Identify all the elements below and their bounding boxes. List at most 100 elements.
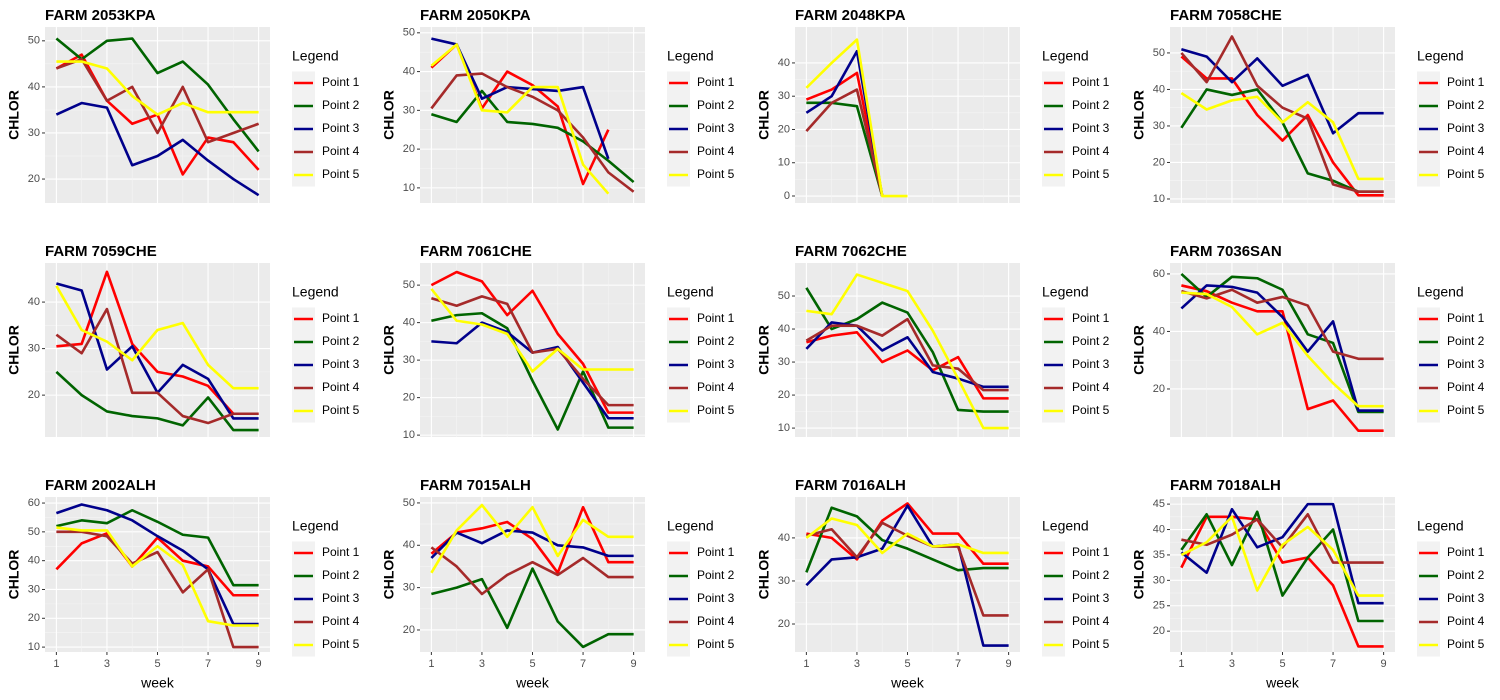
y-axis-label: CHLOR xyxy=(756,325,772,375)
y-axis-label: CHLOR xyxy=(1131,550,1147,600)
y-tick-label: 40 xyxy=(28,81,40,93)
y-tick-label: 35 xyxy=(1153,549,1165,561)
series-line xyxy=(805,506,1009,573)
panel-title: FARM 7058CHE xyxy=(1170,7,1282,24)
y-tick-label: 40 xyxy=(28,296,40,308)
panel-title: FARM 2002ALH xyxy=(45,477,156,494)
legend-label: Point 2 xyxy=(1447,334,1485,348)
y-tick-label: 30 xyxy=(778,356,790,368)
y-tick-label: 20 xyxy=(778,618,790,630)
y-tick-label: 50 xyxy=(28,526,40,538)
series-line xyxy=(805,504,1009,647)
legend-label: Point 2 xyxy=(322,568,360,582)
legend-title: Legend xyxy=(667,48,714,64)
y-tick-label: 40 xyxy=(28,555,40,567)
series-line xyxy=(1180,55,1384,197)
panel-title: FARM 7061CHE xyxy=(420,243,532,260)
legend-label: Point 3 xyxy=(322,357,360,371)
legend-label: Point 1 xyxy=(322,75,360,89)
y-tick-label: 50 xyxy=(403,279,415,291)
series-line xyxy=(430,72,635,193)
y-tick-label: 10 xyxy=(403,182,415,194)
series-line xyxy=(431,311,634,431)
y-axis-label: CHLOR xyxy=(381,90,397,140)
series-line xyxy=(1181,288,1384,361)
x-tick-label: 3 xyxy=(104,658,110,670)
panel-title: FARM 7016ALH xyxy=(795,477,906,494)
series-line xyxy=(806,273,1009,430)
legend-label: Point 3 xyxy=(697,591,735,605)
legend-title: Legend xyxy=(1042,48,1089,64)
panel-title: FARM 7036SAN xyxy=(1170,243,1282,260)
legend-label: Point 4 xyxy=(322,144,360,158)
legend-label: Point 2 xyxy=(697,568,735,582)
legend-label: Point 5 xyxy=(697,403,735,417)
legend-label: Point 5 xyxy=(322,167,360,181)
y-tick-label: 10 xyxy=(28,641,40,653)
y-axis-label: CHLOR xyxy=(1131,325,1147,375)
legend-label: Point 1 xyxy=(1447,75,1485,89)
y-tick-label: 30 xyxy=(28,583,40,595)
series-line xyxy=(806,521,1009,617)
y-tick-label: 10 xyxy=(403,429,415,441)
series-line xyxy=(805,517,1009,555)
series-line xyxy=(431,567,634,649)
legend-title: Legend xyxy=(292,518,339,534)
legend-label: Point 5 xyxy=(1447,637,1485,651)
x-tick-label: 1 xyxy=(428,658,434,670)
y-tick-label: 45 xyxy=(1153,498,1165,510)
legend-label: Point 4 xyxy=(1072,380,1110,394)
legend-label: Point 1 xyxy=(1447,545,1485,559)
legend-label: Point 3 xyxy=(1072,121,1110,135)
legend-label: Point 4 xyxy=(1447,614,1485,628)
y-tick-label: 20 xyxy=(403,624,415,636)
series-line xyxy=(805,317,1009,392)
y-tick-label: 20 xyxy=(28,389,40,401)
series-line xyxy=(430,505,634,575)
legend-label: Point 3 xyxy=(1072,357,1110,371)
legend-label: Point 4 xyxy=(1072,144,1110,158)
series-line xyxy=(55,101,260,197)
y-axis-label: CHLOR xyxy=(6,550,22,600)
series-line xyxy=(805,38,908,198)
x-tick-label: 5 xyxy=(1279,658,1285,670)
legend-label: Point 4 xyxy=(697,380,735,394)
legend-label: Point 4 xyxy=(1072,614,1110,628)
y-tick-label: 10 xyxy=(1153,193,1165,205)
series-line xyxy=(1180,502,1384,605)
legend-title: Legend xyxy=(1417,48,1464,64)
x-tick-label: 9 xyxy=(256,658,262,670)
y-tick-label: 10 xyxy=(778,422,790,434)
y-axis-label: CHLOR xyxy=(6,90,22,140)
legend-label: Point 2 xyxy=(1447,98,1485,112)
series-line xyxy=(430,546,634,596)
legend-label: Point 1 xyxy=(1072,75,1110,89)
y-tick-label: 10 xyxy=(778,157,790,169)
series-line xyxy=(55,285,259,390)
y-tick-label: 30 xyxy=(778,575,790,587)
panel-title: FARM 7015ALH xyxy=(420,477,531,494)
x-tick-label: 7 xyxy=(1330,658,1336,670)
y-tick-label: 40 xyxy=(778,57,790,69)
y-tick-label: 60 xyxy=(28,497,40,509)
x-axis-label: week xyxy=(140,675,175,691)
series-line xyxy=(1181,291,1384,408)
legend-label: Point 3 xyxy=(1447,121,1485,135)
y-axis-label: CHLOR xyxy=(6,325,22,375)
x-tick-label: 1 xyxy=(803,658,809,670)
y-tick-label: 40 xyxy=(778,532,790,544)
y-tick-label: 60 xyxy=(1153,268,1165,280)
y-tick-label: 20 xyxy=(778,123,790,135)
x-tick-label: 9 xyxy=(1381,658,1387,670)
y-tick-label: 40 xyxy=(1153,523,1165,535)
series-line xyxy=(56,508,259,587)
x-axis-label: week xyxy=(515,675,550,691)
y-tick-label: 20 xyxy=(28,612,40,624)
y-tick-label: 20 xyxy=(778,389,790,401)
y-tick-label: 50 xyxy=(403,27,415,39)
y-tick-label: 40 xyxy=(1153,325,1165,337)
y-tick-label: 20 xyxy=(403,143,415,155)
series-line xyxy=(1180,515,1384,597)
panel-title: FARM 7059CHE xyxy=(45,243,157,260)
panel-title: FARM 2050KPA xyxy=(420,7,531,24)
